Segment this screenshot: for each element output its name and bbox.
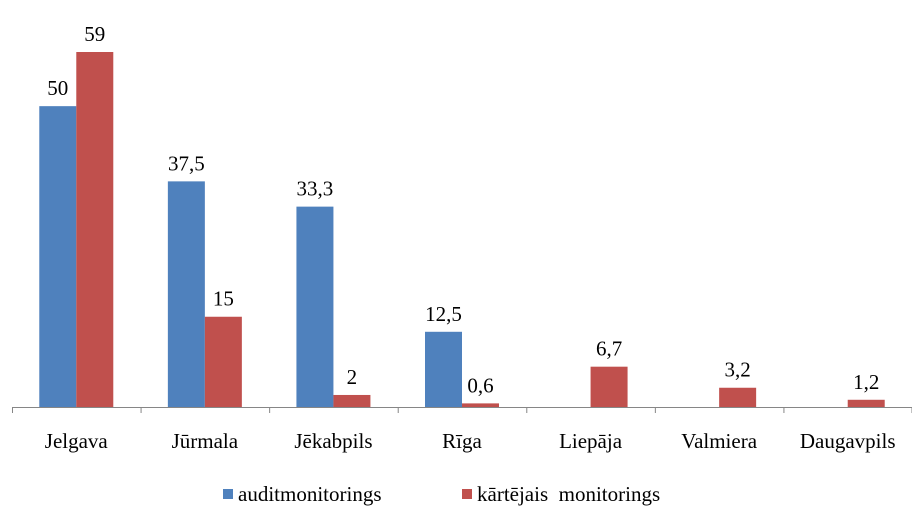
data-label-kartejais-monitorings-valmiera: 3,2 <box>725 358 751 382</box>
bar-kartejais-monitorings-daugavpils <box>847 399 885 407</box>
bar-auditmonitorings-riga <box>425 331 462 407</box>
data-labels-layer: 50 59 37,5 15 33,3 2 12,5 0,6 6,7 3,2 1,2 <box>47 22 879 397</box>
x-tick-label-valmiera: Valmiera <box>681 429 757 453</box>
data-label-kartejais-monitorings-daugavpils: 1,2 <box>853 370 879 394</box>
legend: auditmonitorings kārtējais monitorings <box>223 482 660 506</box>
x-tick-label-jelgava: Jelgava <box>45 429 109 453</box>
bar-auditmonitorings-jelgava <box>39 106 77 408</box>
bar-kartejais-monitorings-riga <box>462 403 499 407</box>
bar-kartejais-monitorings-jelgava <box>76 52 114 407</box>
data-label-kartejais-monitorings-riga: 0,6 <box>467 373 493 397</box>
data-label-kartejais-monitorings-jelgava: 59 <box>84 22 105 46</box>
bar-auditmonitorings-jurmala <box>167 181 205 407</box>
bar-kartejais-monitorings-jekabpils <box>333 394 371 407</box>
x-tick-label-daugavpils: Daugavpils <box>800 429 896 453</box>
legend-label-auditmonitorings: auditmonitorings <box>238 482 382 506</box>
legend-swatch-kartejais-monitorings <box>462 489 472 499</box>
bar-kartejais-monitorings-jurmala <box>204 316 242 407</box>
bar-auditmonitorings-jekabpils <box>296 206 334 407</box>
data-label-auditmonitorings-jekabpils: 33,3 <box>297 177 334 201</box>
legend-swatch-auditmonitorings <box>223 489 233 499</box>
x-tick-label-riga: Rīga <box>442 429 482 453</box>
x-tick-label-jekabpils: Jēkabpils <box>294 429 372 453</box>
data-label-auditmonitorings-riga: 12,5 <box>425 302 462 326</box>
x-axis: Jelgava Jūrmala Jēkabpils Rīga Liepāja Valmie… <box>12 407 912 453</box>
data-label-kartejais-monitorings-liepaja: 6,7 <box>596 337 622 361</box>
bar-kartejais-monitorings-liepaja <box>590 366 628 407</box>
x-tick-label-liepaja: Liepāja <box>559 429 623 453</box>
x-tick-label-jurmala: Jūrmala <box>172 429 239 453</box>
data-label-kartejais-monitorings-jurmala: 15 <box>213 287 234 311</box>
data-label-auditmonitorings-jurmala: 37,5 <box>168 151 205 175</box>
data-label-auditmonitorings-jelgava: 50 <box>47 76 68 100</box>
data-label-kartejais-monitorings-jekabpils: 2 <box>347 365 358 389</box>
legend-label-kartejais-monitorings: kārtējais monitorings <box>477 482 660 506</box>
bar-kartejais-monitorings-valmiera <box>719 387 757 407</box>
bars-layer <box>39 52 885 408</box>
